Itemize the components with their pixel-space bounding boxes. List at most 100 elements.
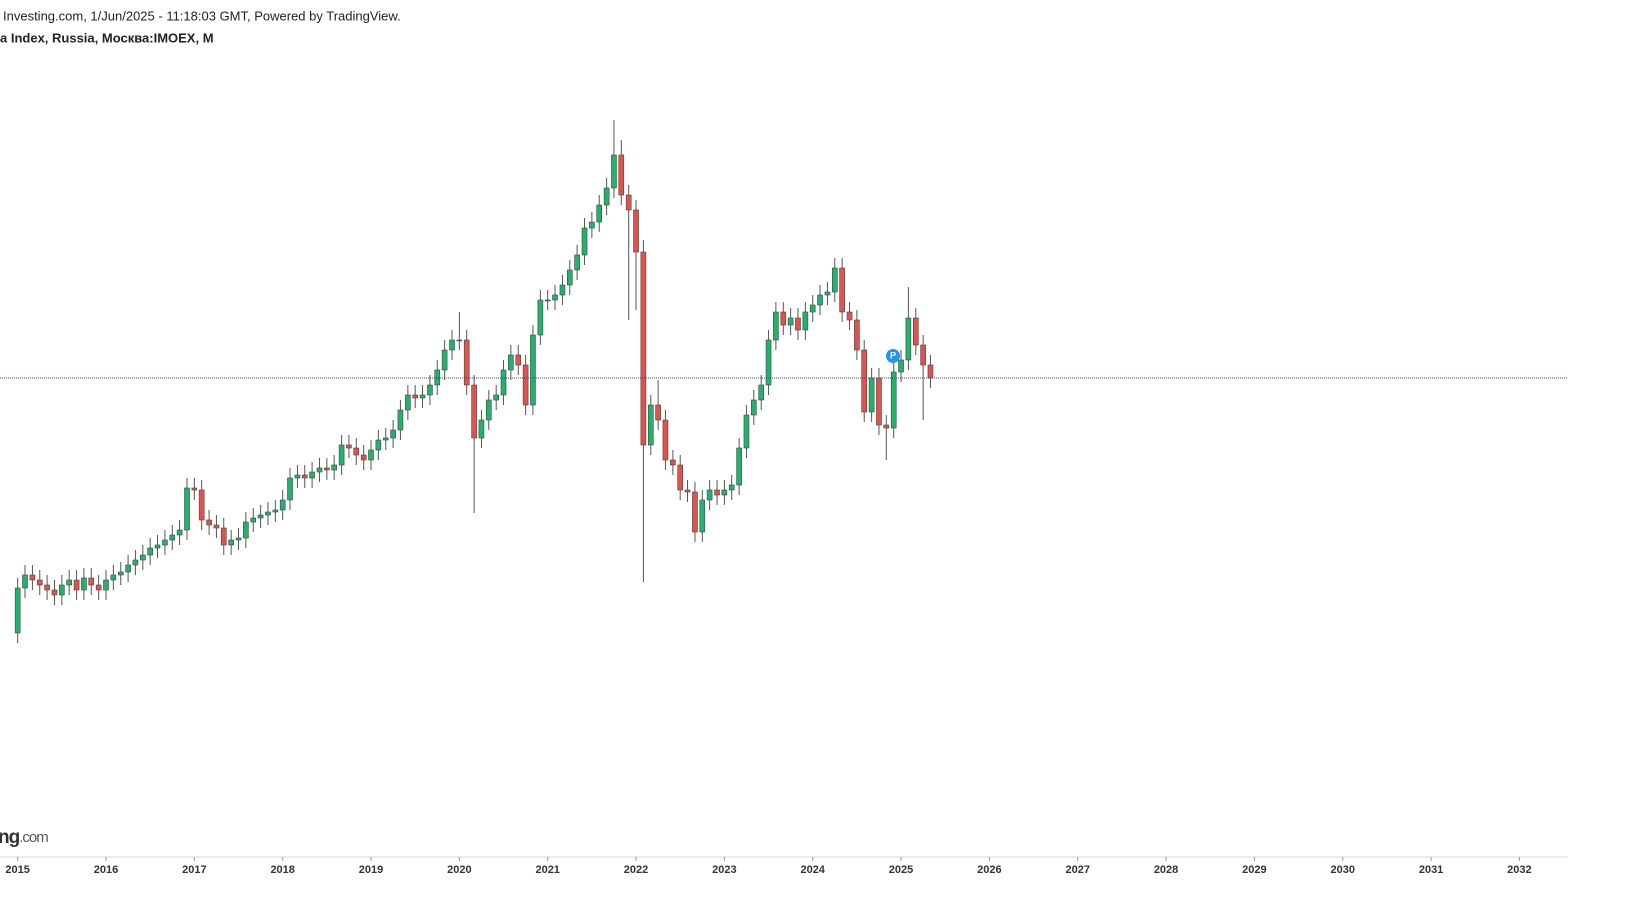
candle-body: [530, 334, 536, 406]
candle-body: [257, 514, 264, 519]
candle-body: [640, 251, 647, 446]
candle-body: [51, 589, 58, 596]
candle-body: [228, 539, 234, 546]
candle-body: [670, 459, 676, 466]
candle-body: [611, 154, 617, 189]
candle-body: [265, 511, 271, 516]
watermark-rest: .com: [19, 829, 48, 846]
candle-body: [117, 571, 124, 576]
candle-body: [397, 409, 404, 431]
candle-body: [831, 267, 838, 293]
candle-body: [868, 377, 875, 413]
event-marker: [886, 349, 900, 363]
candle-body: [235, 537, 242, 541]
candle-body: [795, 317, 801, 331]
candle-body: [36, 579, 43, 586]
candle-body: [243, 521, 249, 539]
candle-body: [728, 484, 735, 491]
candle-body: [279, 499, 286, 511]
x-tick-label: 2018: [270, 864, 294, 876]
candle-body: [198, 489, 205, 521]
candle-body: [405, 394, 411, 411]
candle-body: [854, 319, 860, 351]
candle-body: [596, 204, 602, 223]
x-tick-label: 2021: [535, 864, 559, 876]
candle-body: [29, 574, 36, 581]
candle-body: [162, 539, 168, 546]
candle-body: [824, 291, 831, 296]
x-tick-label: 2030: [1330, 864, 1354, 876]
candle-body: [287, 477, 293, 501]
candle-body: [920, 344, 926, 366]
candle-body: [515, 354, 522, 366]
candle-body: [684, 489, 691, 493]
candle-body: [478, 419, 485, 439]
candle-body: [581, 227, 588, 256]
candle-body: [250, 517, 257, 523]
candle-body: [449, 339, 455, 351]
candle-body: [294, 474, 301, 479]
candle-body: [184, 487, 190, 531]
candle-body: [44, 584, 50, 591]
candle-body: [272, 509, 279, 513]
candle-body: [456, 339, 463, 342]
candle-body: [574, 254, 580, 271]
x-tick-label: 2020: [447, 864, 471, 876]
candle-body: [360, 454, 367, 461]
candle-body: [780, 311, 787, 326]
candle-body: [890, 371, 897, 429]
candle-body: [633, 209, 639, 253]
candle-body: [552, 294, 558, 301]
candle-body: [220, 527, 227, 546]
candle-body: [147, 547, 153, 556]
x-tick-label: 2019: [359, 864, 383, 876]
candle-body: [522, 364, 529, 406]
x-tick-label: 2027: [1065, 864, 1089, 876]
watermark-bold: ng: [0, 827, 20, 848]
candle-body: [441, 349, 448, 371]
candle-body: [618, 154, 625, 196]
candle-body: [81, 577, 87, 591]
x-tick-label: 2031: [1419, 864, 1443, 876]
candle-body: [390, 429, 396, 439]
candle-body: [603, 187, 610, 206]
x-tick-label: 2022: [624, 864, 648, 876]
candle-body: [736, 447, 742, 486]
candle-body: [110, 574, 117, 581]
candle-body: [559, 284, 566, 296]
candle-body: [14, 587, 21, 634]
candle-body: [346, 444, 352, 449]
x-tick-label: 2016: [94, 864, 118, 876]
candle-body: [625, 194, 632, 211]
candle-body: [301, 474, 308, 479]
event-marker-label: P: [890, 350, 896, 360]
candle-body: [95, 584, 102, 591]
candle-body: [59, 584, 65, 596]
candle-body: [802, 311, 809, 331]
candle-body: [88, 577, 95, 586]
candle-body: [493, 394, 499, 401]
candle-body: [537, 299, 544, 336]
candle-body: [73, 579, 80, 591]
candle-body: [765, 339, 772, 386]
candle-body: [176, 529, 183, 536]
candle-body: [913, 317, 919, 346]
x-tick-label: 2029: [1242, 864, 1266, 876]
candle-body: [500, 369, 507, 396]
candle-body: [103, 579, 109, 591]
candle-body: [331, 464, 337, 471]
x-tick-label: 2028: [1154, 864, 1178, 876]
source-line: Investing.com, 1/Jun/2025 - 11:18:03 GMT…: [3, 8, 401, 23]
candle-body: [412, 394, 418, 399]
candle-body: [692, 491, 698, 533]
candle-body: [898, 359, 904, 373]
candle-body: [787, 317, 794, 326]
candle-body: [324, 467, 330, 471]
candle-body: [839, 267, 845, 313]
x-tick-label: 2032: [1507, 864, 1531, 876]
candle-body: [213, 524, 220, 529]
candle-body: [846, 311, 853, 321]
candle-body: [905, 317, 912, 361]
